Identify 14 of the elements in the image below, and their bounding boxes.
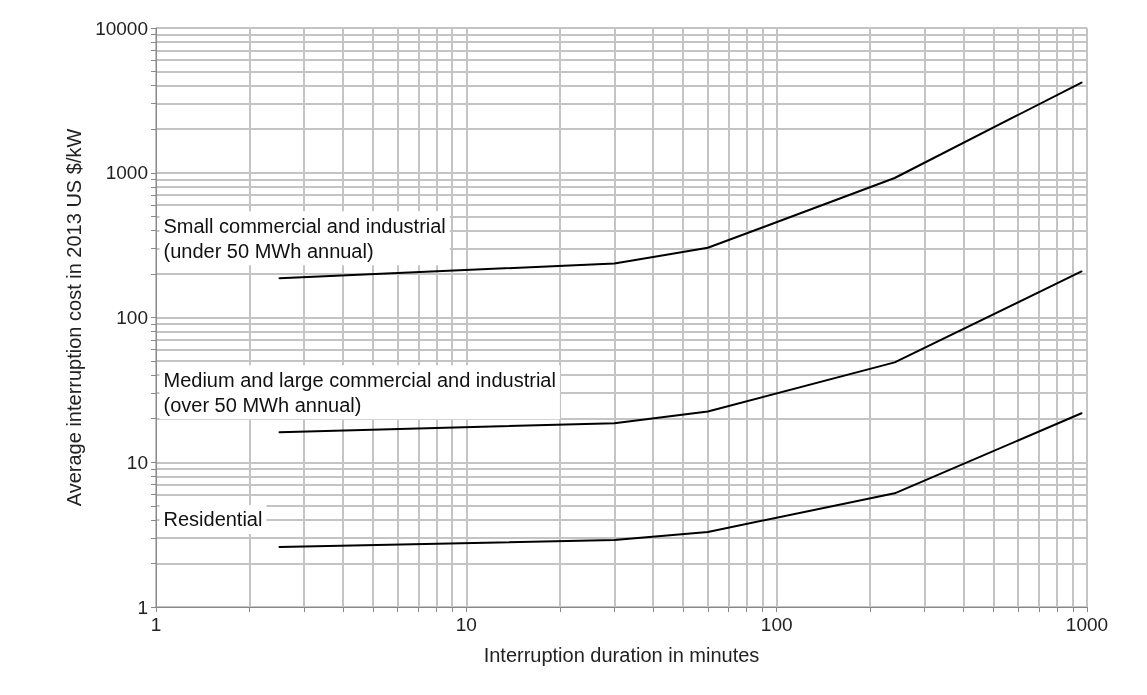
series-label: Medium and large commercial and industrial (over 50 MWh annual) (163, 368, 556, 416)
series-label: Residential (163, 508, 263, 531)
y-tick-label: 1000 (105, 162, 148, 184)
x-tick-label: 1000 (1065, 614, 1109, 635)
x-tick-label: 100 (760, 614, 793, 635)
y-axis-title: Average interruption cost in 2013 US $/kW (63, 128, 86, 507)
x-tick-label: 1 (150, 614, 162, 635)
series-label: Small commercial and industrial (under 50 MWh annual) (163, 214, 446, 262)
y-tick-label: 10 (126, 451, 148, 473)
x-tick-label: 10 (455, 614, 477, 635)
y-tick-label: 1 (137, 596, 148, 618)
y-tick-label: 10000 (95, 17, 148, 39)
x-axis-title: Interruption duration in minutes (483, 644, 760, 666)
y-tick-label: 100 (116, 307, 148, 328)
